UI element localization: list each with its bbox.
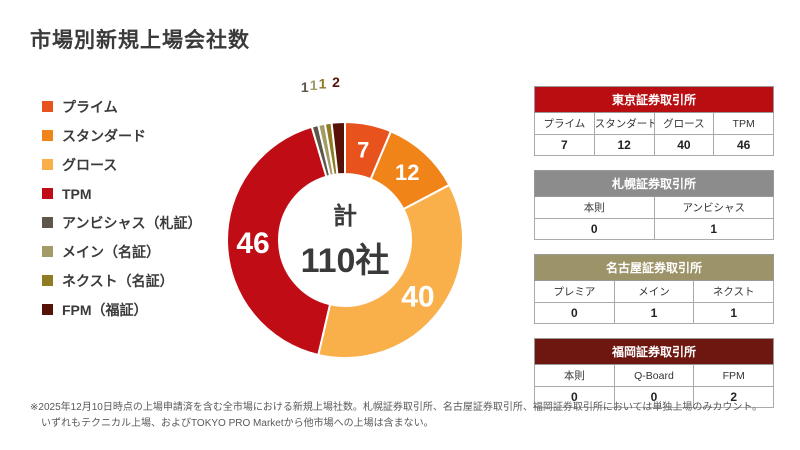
table-fukuoka-exchange: 福岡証券取引所 本則 Q-Board FPM 0 0 2 (534, 338, 774, 408)
table-value: 12 (593, 134, 655, 156)
footnote-line-2: いずれもテクニカル上場、およびTOKYO PRO Marketから他市場への上場… (41, 417, 434, 429)
donut-value-label-2: 40 (401, 281, 434, 314)
table-header-row: 本則 Q-Board FPM (534, 364, 774, 387)
table-value-row: 7 12 40 46 (534, 134, 774, 156)
legend-label: TPM (62, 185, 92, 202)
footnote-line-1: ※2025年12月10日時点の上場申請済を含む全市場における新規上場社数。札幌証… (30, 402, 763, 413)
table-value-row: 0 0 2 (534, 386, 774, 408)
column-header: Q-Board (613, 364, 695, 387)
page-title: 市場別新規上場会社数 (30, 29, 250, 52)
table-value: 2 (693, 386, 774, 408)
table-title: 名古屋証券取引所 (534, 254, 774, 281)
table-value: 0 (534, 302, 615, 324)
donut-chart: 7 12 40 46 1 1 1 2 (185, 68, 505, 408)
column-header: アンビシャス (653, 196, 774, 219)
table-value: 40 (653, 134, 715, 156)
donut-value-label-7: 2 (332, 74, 340, 90)
table-header-row: プライム スタンダード グロース TPM (534, 112, 774, 135)
legend-label: アンビシャス（札証） (62, 214, 202, 231)
donut-slice-7 (330, 120, 346, 176)
column-header: FPM (693, 364, 774, 387)
legend-swatch-icon (42, 159, 53, 170)
table-header-row: プレミア メイン ネクスト (534, 280, 774, 303)
legend-swatch-icon (42, 188, 53, 199)
table-value-row: 0 1 1 (534, 302, 774, 324)
donut-value-label-0: 7 (357, 138, 369, 163)
legend-item-growth: グロース (42, 150, 201, 179)
chart-legend: プライム スタンダード グロース TPM アンビシャス（札証） メイン（名証） … (42, 92, 201, 324)
legend-item-next: ネクスト（名証） (42, 266, 201, 295)
legend-item-main: メイン（名証） (42, 237, 201, 266)
table-value: 46 (713, 134, 774, 156)
column-header: ネクスト (693, 280, 774, 303)
table-title: 福岡証券取引所 (534, 338, 774, 365)
legend-label: メイン（名証） (62, 243, 160, 260)
table-value: 7 (534, 134, 595, 156)
donut-slice-2 (317, 183, 464, 359)
column-header: 本則 (534, 196, 655, 219)
legend-label: ネクスト（名証） (62, 272, 174, 289)
column-header: スタンダード (593, 112, 655, 135)
table-title: 東京証券取引所 (534, 86, 774, 113)
legend-swatch-icon (42, 304, 53, 315)
column-header: TPM (713, 112, 774, 135)
table-value: 1 (693, 302, 774, 324)
legend-item-tpm: TPM (42, 179, 201, 208)
column-header: 本則 (534, 364, 615, 387)
table-tokyo-exchange: 東京証券取引所 プライム スタンダード グロース TPM 7 12 40 46 (534, 86, 774, 156)
table-value: 0 (534, 386, 615, 408)
column-header: プレミア (534, 280, 615, 303)
legend-label: プライム (62, 98, 118, 115)
table-value-row: 0 1 (534, 218, 774, 240)
donut-value-label-1: 12 (395, 160, 419, 185)
legend-swatch-icon (42, 246, 53, 257)
column-header: プライム (534, 112, 595, 135)
table-header-row: 本則 アンビシャス (534, 196, 774, 219)
table-nagoya-exchange: 名古屋証券取引所 プレミア メイン ネクスト 0 1 1 (534, 254, 774, 324)
legend-label: FPM（福証） (62, 301, 148, 318)
legend-swatch-icon (42, 101, 53, 112)
legend-swatch-icon (42, 130, 53, 141)
donut-slice-3 (226, 125, 332, 357)
footnote: ※2025年12月10日時点の上場申請済を含む全市場における新規上場社数。札幌証… (30, 400, 776, 431)
exchange-tables: 東京証券取引所 プライム スタンダード グロース TPM 7 12 40 46 … (534, 86, 774, 422)
legend-item-fpm: FPM（福証） (42, 295, 201, 324)
donut-value-label-3: 46 (236, 227, 269, 260)
legend-label: グロース (62, 156, 118, 173)
table-title: 札幌証券取引所 (534, 170, 774, 197)
legend-item-prime: プライム (42, 92, 201, 121)
column-header: グロース (653, 112, 715, 135)
table-value: 1 (653, 218, 774, 240)
legend-swatch-icon (42, 217, 53, 228)
donut-value-label-4: 1 (301, 79, 309, 95)
column-header: メイン (613, 280, 695, 303)
legend-swatch-icon (42, 275, 53, 286)
table-value: 1 (613, 302, 695, 324)
donut-value-label-6: 1 (319, 76, 327, 92)
table-value: 0 (534, 218, 655, 240)
legend-item-standard: スタンダード (42, 121, 201, 150)
legend-item-ambitious: アンビシャス（札証） (42, 208, 201, 237)
legend-label: スタンダード (62, 127, 146, 144)
table-sapporo-exchange: 札幌証券取引所 本則 アンビシャス 0 1 (534, 170, 774, 240)
donut-value-label-5: 1 (310, 77, 318, 93)
